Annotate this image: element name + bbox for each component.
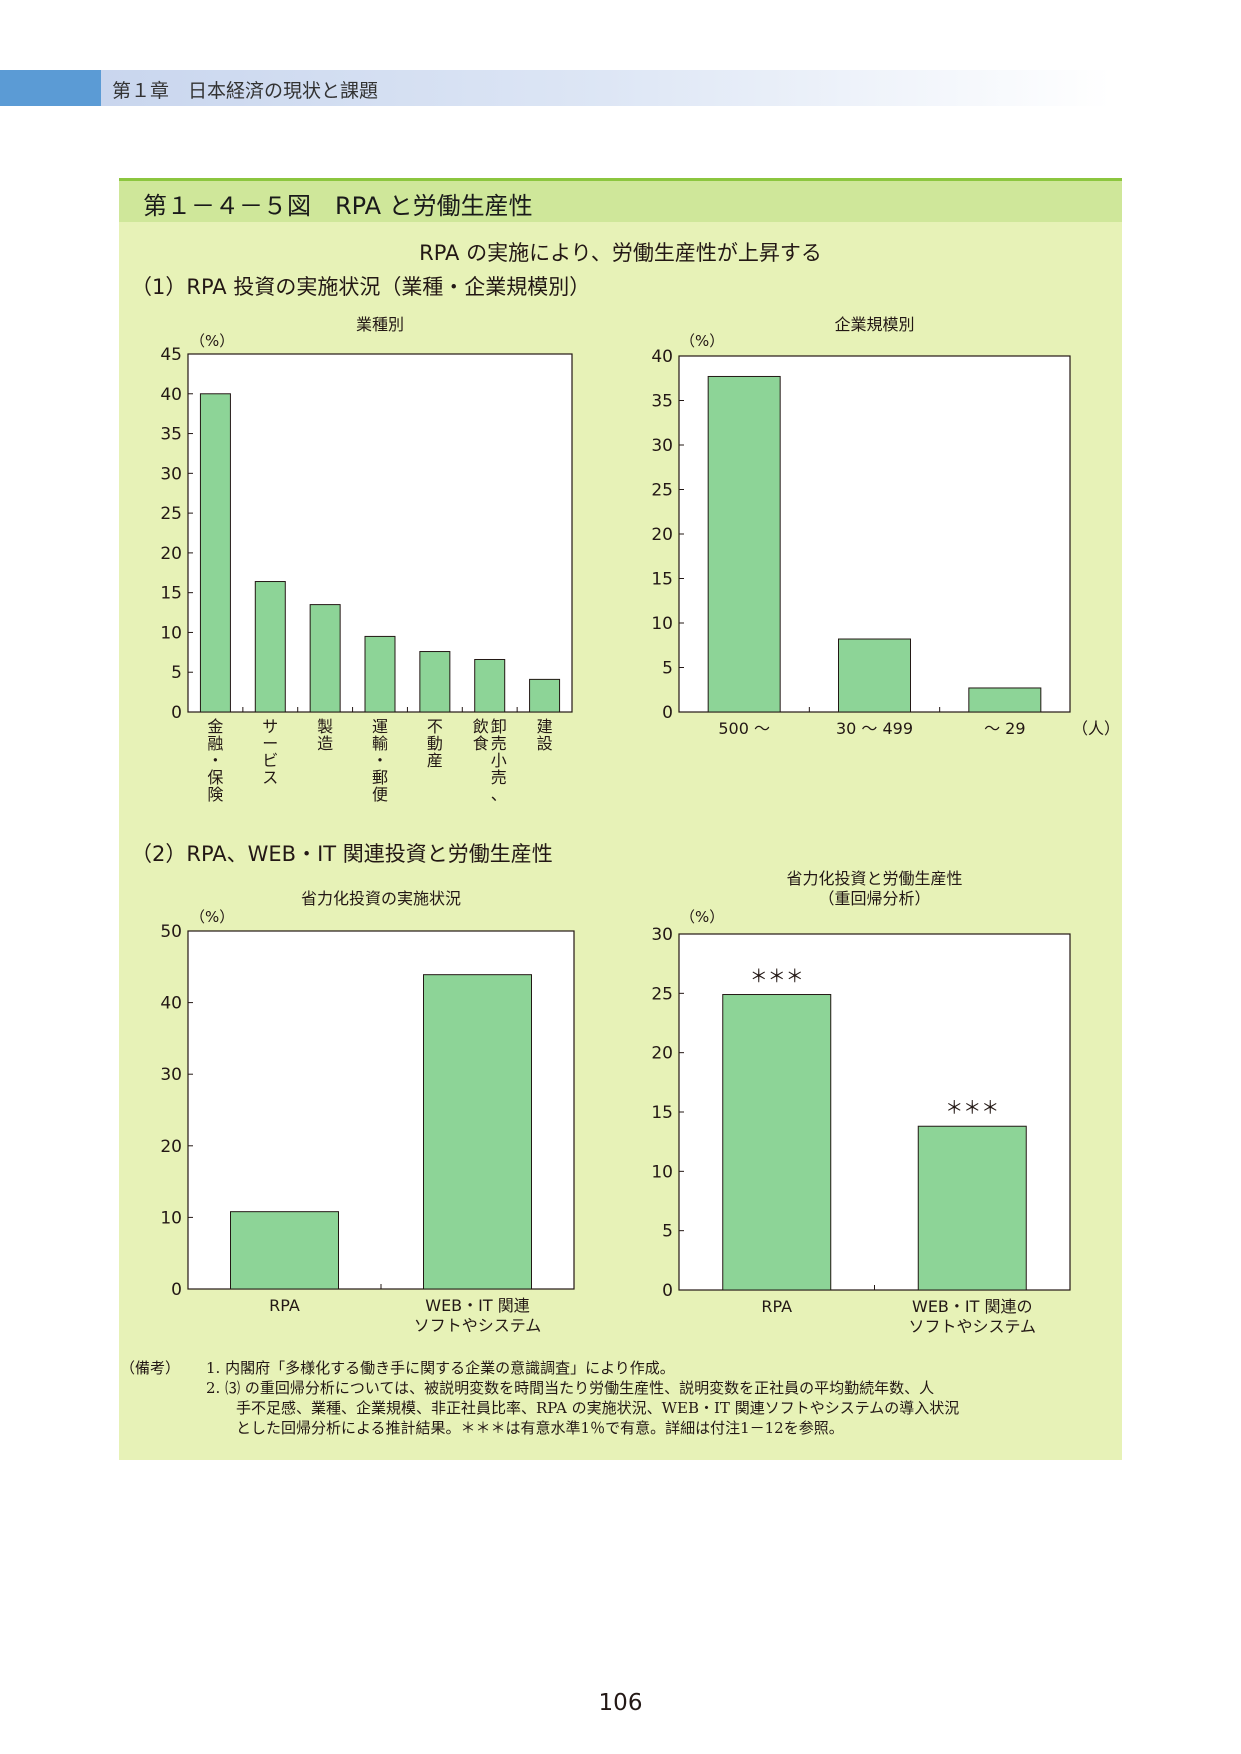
size-category-label: ～ 29: [984, 719, 1025, 738]
size-y-tick-label: 40: [651, 347, 673, 367]
page-number: 106: [598, 1690, 643, 1716]
note-item-2-line-2: 手不足感、業種、企業規模、非正社員比率、RPA の実施状況、WEB・IT 関連ソ…: [236, 1399, 960, 1417]
chapter-title: 第１章 日本経済の現状と課題: [112, 80, 379, 102]
notes-label: （備考）: [120, 1359, 181, 1377]
size-category-label: 30 ～ 499: [836, 719, 913, 738]
industry-y-tick-label: 0: [171, 703, 182, 723]
size-y-tick-label: 15: [651, 570, 673, 590]
industry-bar: [364, 635, 396, 713]
regression-bar: [722, 994, 832, 1291]
figure-notes: （備考） 1. 内閣府「多様化する働き手に関する企業の意識調査」により作成。 2…: [120, 1358, 1110, 1438]
size-y-unit-label: （%）: [680, 332, 724, 350]
industry-category-label: サービス: [262, 717, 278, 787]
industry-y-tick-label: 35: [160, 425, 182, 445]
industry-y-tick-label: 20: [160, 544, 182, 564]
industry-bar: [419, 651, 451, 713]
size-category-label: 500 ～: [718, 719, 770, 738]
header-gradient-band: [101, 70, 1111, 106]
industry-category-label: 製造: [317, 717, 333, 753]
figure-title: 第１－４－５図 RPA と労働生産性: [143, 192, 533, 220]
note-item-1: 1. 内閣府「多様化する働き手に関する企業の意識調査」により作成。: [206, 1359, 675, 1377]
regression-category-label: WEB・IT 関連の: [912, 1297, 1033, 1316]
regression-bar: [917, 1125, 1027, 1291]
size-y-tick-label: 10: [651, 614, 673, 634]
saving-category-label: ソフトやシステム: [414, 1316, 542, 1335]
industry-y-tick-label: 10: [160, 623, 182, 643]
industry-category-label: 不動産: [427, 717, 443, 770]
size-y-tick-label: 0: [662, 703, 673, 723]
regression-y-tick-label: 20: [651, 1044, 673, 1064]
regression-significance-label: ＊＊＊: [945, 1098, 999, 1119]
note-item-2-line-3: とした回帰分析による推計結果。＊＊＊は有意水準1％で有意。詳細は付注1－12を参…: [236, 1419, 844, 1437]
saving-y-tick-label: 20: [160, 1137, 182, 1157]
industry-category-label: 金融・保険: [207, 717, 223, 804]
industry-y-tick-label: 45: [160, 345, 182, 365]
saving-category-label: RPA: [269, 1296, 300, 1315]
saving-bar: [423, 974, 532, 1290]
regression-chart-title: （重回帰分析）: [818, 889, 930, 908]
header-accent-block: [0, 70, 101, 106]
regression-y-tick-label: 30: [651, 925, 673, 945]
industry-y-tick-label: 40: [160, 385, 182, 405]
regression-y-tick-label: 25: [651, 984, 673, 1004]
industry-y-tick-label: 25: [160, 504, 182, 524]
saving-y-tick-label: 50: [160, 922, 182, 942]
industry-chart-title: 業種別: [356, 315, 404, 334]
industry-category-label: 飲食: [473, 717, 489, 753]
regression-y-tick-label: 15: [651, 1103, 673, 1123]
regression-y-unit-label: （%）: [680, 908, 724, 926]
regression-chart-title: 省力化投資と労働生産性: [786, 869, 962, 888]
note-item-2-line-1: 2. ⑶ の重回帰分析については、被説明変数を時間当たり労働生産性、説明変数を正…: [206, 1379, 935, 1397]
industry-category-label: 建設: [537, 717, 553, 753]
regression-category-label: ソフトやシステム: [908, 1317, 1036, 1336]
industry-y-tick-label: 15: [160, 584, 182, 604]
size-y-tick-label: 20: [651, 525, 673, 545]
size-bar: [968, 687, 1042, 713]
saving-y-tick-label: 10: [160, 1208, 182, 1228]
industry-bar: [254, 581, 286, 713]
industry-y-tick-label: 5: [171, 663, 182, 683]
figure-title-bar: 第１－４－５図 RPA と労働生産性: [119, 178, 1122, 222]
industry-bar: [199, 393, 231, 713]
regression-category-label: RPA: [761, 1297, 792, 1316]
industry-y-unit-label: （%）: [190, 332, 234, 350]
industry-bar: [529, 678, 561, 713]
regression-y-tick-label: 0: [662, 1281, 673, 1301]
industry-y-tick-label: 30: [160, 464, 182, 484]
regression-y-tick-label: 5: [662, 1222, 673, 1242]
size-y-tick-label: 5: [662, 659, 673, 679]
size-x-unit-label: （人）: [1072, 719, 1120, 738]
size-bar: [838, 638, 911, 713]
industry-bar: [474, 658, 506, 713]
saving-y-tick-label: 40: [160, 994, 182, 1014]
figure-subtitle: RPA の実施により、労働生産性が上昇する: [419, 241, 822, 265]
industry-category-label: 卸売小売、: [491, 717, 507, 804]
size-y-tick-label: 25: [651, 481, 673, 501]
saving-bar: [230, 1211, 339, 1290]
size-y-tick-label: 30: [651, 436, 673, 456]
running-header: 第１章 日本経済の現状と課題: [0, 70, 1241, 106]
saving-y-tick-label: 30: [160, 1065, 182, 1085]
section1-title: （1）RPA 投資の実施状況（業種・企業規模別）: [131, 275, 591, 299]
size-chart-title: 企業規模別: [834, 315, 914, 334]
industry-category-label: 運輸・郵便: [372, 717, 388, 804]
section2-title: （2）RPA、WEB・IT 関連投資と労働生産性: [131, 842, 553, 866]
saving-category-label: WEB・IT 関連: [425, 1296, 530, 1315]
saving-y-unit-label: （%）: [190, 908, 234, 926]
saving-chart-title: 省力化投資の実施状況: [301, 889, 461, 908]
industry-bar: [309, 604, 341, 713]
size-y-tick-label: 35: [651, 392, 673, 412]
size-bar: [707, 375, 781, 713]
saving-y-tick-label: 0: [171, 1280, 182, 1300]
regression-y-tick-label: 10: [651, 1162, 673, 1182]
regression-significance-label: ＊＊＊: [750, 967, 804, 988]
